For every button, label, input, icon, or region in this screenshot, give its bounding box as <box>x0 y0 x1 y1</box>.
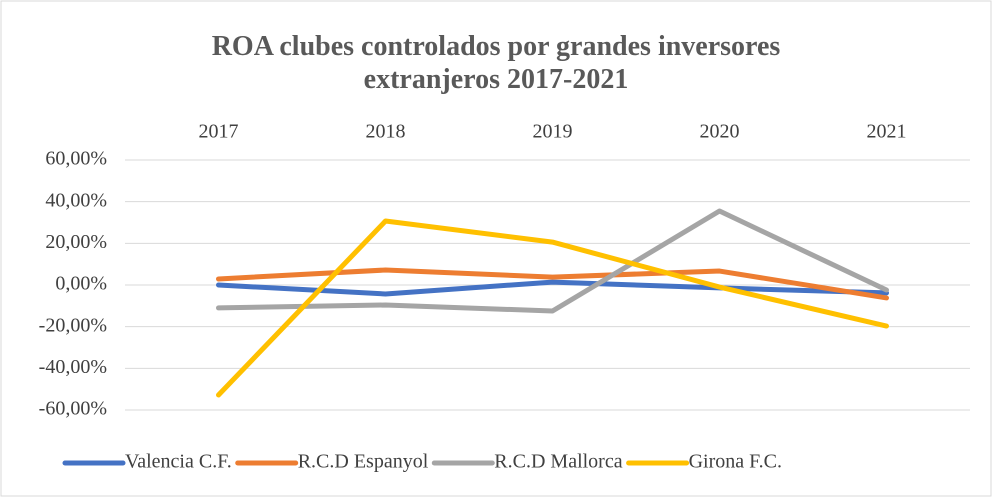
y-tick-label: 40,00% <box>45 189 107 211</box>
y-tick-label: -60,00% <box>39 398 107 420</box>
series-line <box>216 267 889 301</box>
y-tick-label: -40,00% <box>39 356 107 378</box>
series-line <box>216 218 889 398</box>
y-tick-label: 20,00% <box>45 231 107 253</box>
legend-label: R.C.D Espanyol <box>298 451 429 473</box>
chart-title: ROA clubes controlados por grandes inver… <box>211 31 781 95</box>
legend-label: R.C.D Mallorca <box>494 451 622 473</box>
x-tick-label: 2019 <box>533 121 573 143</box>
series-line <box>216 208 889 314</box>
x-tick-label: 2018 <box>366 121 406 143</box>
y-tick-label: 60,00% <box>45 148 107 170</box>
series-line <box>216 279 889 297</box>
y-tick-label: 0,00% <box>55 273 107 295</box>
legend-label: Girona F.C. <box>689 451 782 473</box>
x-tick-label: 2017 <box>199 121 239 143</box>
x-tick-label: 2020 <box>700 121 740 143</box>
x-tick-label: 2021 <box>867 121 907 143</box>
y-tick-label: -20,00% <box>39 314 107 336</box>
legend-label: Valencia C.F. <box>125 451 232 473</box>
